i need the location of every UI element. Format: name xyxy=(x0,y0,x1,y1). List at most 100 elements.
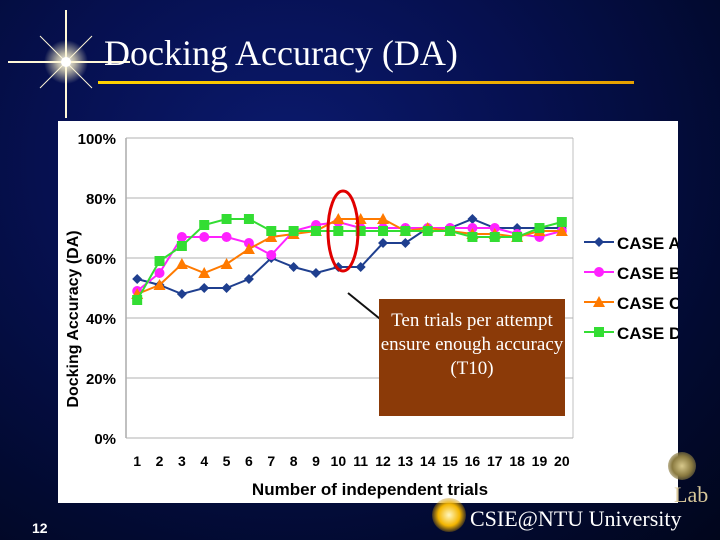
data-point-diamond xyxy=(310,268,321,278)
x-tick-label: 20 xyxy=(554,453,570,469)
data-point-diamond xyxy=(176,289,187,299)
legend-item: CASE A xyxy=(584,234,678,253)
x-tick-label: 5 xyxy=(223,453,231,469)
highlight-ellipse xyxy=(326,189,360,273)
x-tick-label: 1 xyxy=(133,453,141,469)
data-point-diamond xyxy=(467,214,478,224)
data-point-square xyxy=(333,226,344,236)
x-axis-label: Number of independent trials xyxy=(252,480,488,499)
x-tick-label: 11 xyxy=(353,453,368,469)
x-tick-label: 13 xyxy=(398,453,414,469)
data-point-diamond xyxy=(355,262,366,272)
legend-item: CASE B xyxy=(584,264,678,283)
series-case-d xyxy=(132,214,567,305)
chart-legend: CASE A CASE B CASE C CASE D xyxy=(584,234,678,343)
data-point-diamond xyxy=(378,238,389,248)
data-point-triangle xyxy=(242,243,255,254)
data-point-circle xyxy=(176,232,187,242)
legend-label: CASE C xyxy=(617,294,678,313)
sparkle-star-icon xyxy=(8,10,130,118)
x-tick-label: 19 xyxy=(532,453,548,469)
data-point-square xyxy=(288,226,299,236)
series-case-a xyxy=(132,214,567,299)
data-point-diamond xyxy=(221,283,232,293)
x-tick-label: 7 xyxy=(267,453,275,469)
data-point-square xyxy=(534,223,545,233)
data-point-square xyxy=(422,226,433,236)
x-tick-labels: 1 2 3 4 5 6 7 8 9 10 11 12 13 14 15 16 17 18 19 20 xyxy=(133,453,570,469)
series-case-b xyxy=(132,217,567,296)
legend-item: CASE C xyxy=(584,294,678,313)
x-tick-label: 17 xyxy=(487,453,503,469)
data-point-square xyxy=(199,220,210,230)
data-point-square xyxy=(467,232,478,242)
x-tick-label: 4 xyxy=(200,453,208,469)
title-underline xyxy=(98,81,634,84)
data-point-square xyxy=(132,295,143,305)
x-tick-label: 15 xyxy=(442,453,458,469)
data-point-square xyxy=(221,214,232,224)
data-point-square xyxy=(556,217,567,227)
y-tick-label: 100% xyxy=(78,131,116,148)
data-point-circle xyxy=(154,268,165,278)
data-point-triangle xyxy=(175,258,188,269)
data-point-square xyxy=(594,327,604,337)
x-tick-label: 9 xyxy=(312,453,320,469)
data-point-diamond xyxy=(199,283,210,293)
legend-label: CASE A xyxy=(617,234,678,253)
legend-label: CASE D xyxy=(617,324,678,343)
y-tick-labels: 0% 20% 40% 60% 80% 100% xyxy=(78,131,116,448)
university-label: CSIE@NTU University xyxy=(470,506,682,531)
university-logo-icon xyxy=(432,498,466,532)
data-point-square xyxy=(489,232,500,242)
lab-logo-icon xyxy=(668,452,696,480)
data-point-triangle xyxy=(153,279,166,290)
data-point-diamond xyxy=(594,237,604,247)
x-tick-label: 18 xyxy=(509,453,525,469)
y-axis-label: Docking Accuracy (DA) xyxy=(65,230,82,407)
y-tick-label: 40% xyxy=(86,311,116,328)
y-tick-label: 80% xyxy=(86,191,116,208)
data-point-triangle xyxy=(332,213,345,224)
x-tick-label: 14 xyxy=(420,453,436,469)
y-tick-label: 0% xyxy=(94,431,116,448)
data-point-square xyxy=(154,256,165,266)
data-point-square xyxy=(176,241,187,251)
data-point-square xyxy=(445,226,456,236)
data-point-square xyxy=(266,226,277,236)
data-point-diamond xyxy=(132,274,143,284)
x-tick-label: 10 xyxy=(331,453,347,469)
slide-number: 12 xyxy=(32,520,48,536)
legend-item: CASE D xyxy=(584,324,678,343)
lab-label: Lab xyxy=(674,482,709,507)
data-point-triangle xyxy=(555,225,568,236)
data-point-circle xyxy=(221,232,232,242)
data-point-diamond xyxy=(243,274,254,284)
x-tick-label: 16 xyxy=(465,453,481,469)
data-point-square xyxy=(310,226,321,236)
data-point-square xyxy=(512,232,523,242)
slide-title: Docking Accuracy (DA) xyxy=(104,33,458,73)
data-point-square xyxy=(400,226,411,236)
x-tick-label: 3 xyxy=(178,453,186,469)
data-point-diamond xyxy=(400,238,411,248)
data-point-circle xyxy=(266,250,277,260)
legend-label: CASE B xyxy=(617,264,678,283)
data-point-square xyxy=(378,226,389,236)
data-point-triangle xyxy=(198,267,211,278)
data-point-triangle xyxy=(593,296,605,307)
callout-box: Ten trials per attempt ensure enough acc… xyxy=(379,299,565,416)
x-tick-label: 2 xyxy=(156,453,164,469)
data-point-circle xyxy=(199,232,210,242)
data-point-square xyxy=(243,214,254,224)
data-point-triangle xyxy=(265,231,278,242)
chart-series xyxy=(131,213,568,305)
x-tick-label: 6 xyxy=(245,453,253,469)
y-tick-label: 20% xyxy=(86,371,116,388)
x-tick-label: 12 xyxy=(375,453,391,469)
x-tick-label: 8 xyxy=(290,453,298,469)
data-point-triangle xyxy=(377,213,390,224)
data-point-square xyxy=(355,226,366,236)
data-point-diamond xyxy=(288,262,299,272)
data-point-triangle xyxy=(220,258,233,269)
